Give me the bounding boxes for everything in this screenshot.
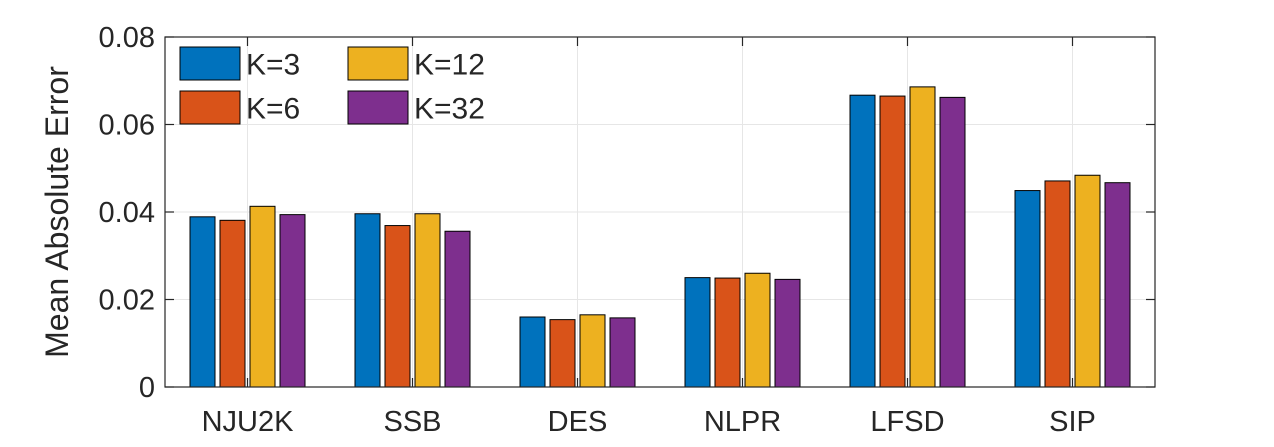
legend-label: K=12: [414, 49, 485, 82]
bar-k32-nju2k: [279, 214, 306, 388]
bar-k3-des: [519, 316, 546, 388]
bar-k6-lfsd: [879, 95, 906, 388]
bar-k3-nlpr: [684, 277, 711, 388]
legend-label: K=32: [414, 93, 485, 126]
bar-k32-ssb: [444, 230, 471, 388]
bar-k6-sip: [1044, 180, 1071, 388]
bar-k3-nju2k: [189, 216, 216, 388]
bar-k32-lfsd: [939, 96, 966, 388]
y-axis-label: Mean Absolute Error: [39, 66, 75, 358]
x-category-label: LFSD: [870, 406, 944, 438]
y-tick-label: 0.08: [99, 22, 155, 54]
bar-k6-ssb: [384, 225, 411, 388]
bar-k12-ssb: [414, 213, 441, 388]
bar-k3-sip: [1014, 190, 1041, 388]
legend-swatch: [179, 90, 241, 125]
y-tick-label: 0: [139, 372, 155, 404]
tick-layer: 0 0.02 0.04 0.06 0.08 NJU2K SSB DES NLPR LFSD SIP: [99, 22, 1155, 438]
bar-k32-sip: [1104, 182, 1131, 388]
bar-k12-nju2k: [249, 205, 276, 388]
bar-k32-des: [609, 317, 636, 388]
bar-k6-nju2k: [219, 219, 246, 388]
bar-k12-nlpr: [744, 272, 771, 388]
y-tick-label: 0.06: [99, 110, 155, 142]
bar-k32-nlpr: [774, 278, 801, 388]
grid-layer: [165, 36, 1155, 388]
legend-swatch: [179, 46, 241, 81]
x-category-label: NJU2K: [202, 406, 295, 438]
legend-swatch: [347, 90, 409, 125]
x-category-label: NLPR: [704, 406, 781, 438]
bar-k6-nlpr: [714, 277, 741, 388]
x-category-label: SSB: [383, 406, 441, 438]
bar-k12-des: [579, 314, 606, 388]
y-tick-label: 0.02: [99, 285, 155, 317]
legend-label: K=3: [246, 49, 300, 82]
bar-k3-lfsd: [849, 94, 876, 388]
bar-k6-des: [549, 319, 576, 388]
x-category-label: DES: [548, 406, 608, 438]
bar-layer: [189, 86, 1131, 388]
legend-label: K=6: [246, 93, 300, 126]
x-category-label: SIP: [1049, 406, 1096, 438]
bar-k3-ssb: [354, 213, 381, 388]
legend: K=3 K=6 K=12 K=32: [179, 46, 485, 126]
y-tick-label: 0.04: [99, 197, 155, 229]
legend-swatch: [347, 46, 409, 81]
bar-k12-sip: [1074, 174, 1101, 388]
bar-k12-lfsd: [909, 86, 936, 388]
